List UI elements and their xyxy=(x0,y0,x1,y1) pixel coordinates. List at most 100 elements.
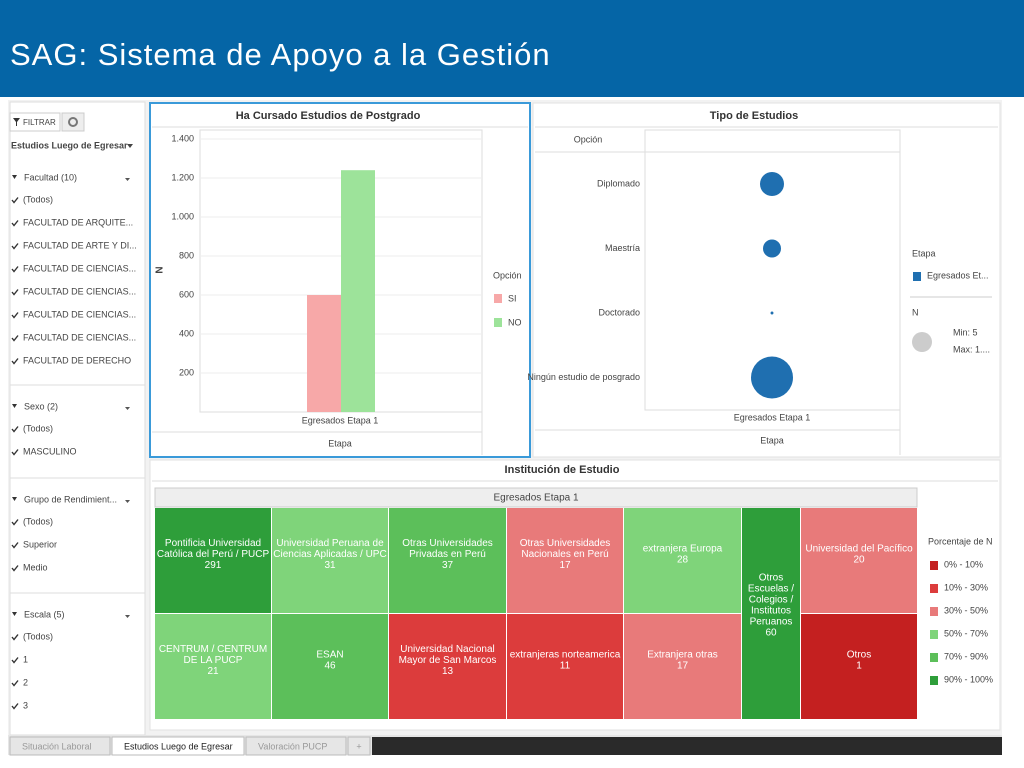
checkbox[interactable] xyxy=(11,634,19,641)
legend-label: 30% - 50% xyxy=(944,605,988,615)
bar[interactable] xyxy=(307,295,341,412)
cell-label: CENTRUM / CENTRUM xyxy=(159,644,267,655)
legend-swatch xyxy=(494,318,502,327)
cell-label: Privadas en Perú xyxy=(409,549,486,560)
tab[interactable] xyxy=(245,736,347,756)
checkbox[interactable] xyxy=(11,449,19,456)
bubble[interactable] xyxy=(751,356,793,399)
bar[interactable] xyxy=(341,170,375,412)
tab[interactable] xyxy=(9,736,111,756)
cell-value: 17 xyxy=(559,560,571,571)
checkbox[interactable] xyxy=(11,680,19,687)
filter-title[interactable]: Grupo de Rendimient... xyxy=(24,494,117,504)
treemap-cell[interactable] xyxy=(742,508,800,719)
treemap-cell[interactable] xyxy=(389,614,506,719)
filter-item[interactable]: FACULTAD DE ARQUITE... xyxy=(23,217,133,227)
treemap-cell[interactable] xyxy=(272,508,388,613)
filter-item[interactable]: 2 xyxy=(23,677,28,687)
row-label: Diplomado xyxy=(597,178,640,188)
dropdown-label[interactable]: Estudios Luego de Egresar xyxy=(11,140,128,150)
filter-item[interactable]: FACULTAD DE DERECHO xyxy=(23,355,131,365)
checkbox[interactable] xyxy=(11,519,19,526)
treemap-cell[interactable] xyxy=(507,614,623,719)
filter-item[interactable]: (Todos) xyxy=(23,631,53,641)
bubble-panel[interactable] xyxy=(532,102,1001,458)
checkbox[interactable] xyxy=(11,312,19,319)
treemap-cell[interactable] xyxy=(272,614,388,719)
tab[interactable] xyxy=(347,736,371,756)
checkbox[interactable] xyxy=(11,542,19,549)
checkbox[interactable] xyxy=(11,243,19,250)
checkbox[interactable] xyxy=(11,565,19,572)
treemap-cell[interactable] xyxy=(507,508,623,613)
treemap-header: Egresados Etapa 1 xyxy=(493,493,578,504)
cell-label: extranjera Europa xyxy=(643,544,723,555)
filter-item[interactable]: FACULTAD DE CIENCIAS... xyxy=(23,286,136,296)
header-title: SAG: Sistema de Apoyo a la Gestión xyxy=(10,37,551,72)
filter-title[interactable]: Escala (5) xyxy=(24,609,65,619)
cell-value: 46 xyxy=(324,661,336,672)
y-tick-label: 600 xyxy=(179,289,194,299)
tab-label[interactable]: Situación Laboral xyxy=(22,741,92,751)
cell-label: Ciencias Aplicadas / UPC xyxy=(273,549,386,560)
checkbox[interactable] xyxy=(11,657,19,664)
bar-title: Ha Cursado Estudios de Postgrado xyxy=(236,110,421,122)
checkbox[interactable] xyxy=(11,426,19,433)
filter-item[interactable]: Superior xyxy=(23,539,57,549)
treemap-cell[interactable] xyxy=(155,508,271,613)
cell-value: 60 xyxy=(765,628,777,639)
collapse-arrow xyxy=(12,612,17,616)
filter-item[interactable]: 1 xyxy=(23,654,28,664)
filter-item[interactable]: FACULTAD DE CIENCIAS... xyxy=(23,309,136,319)
cell-label: Institutos xyxy=(751,606,791,617)
bubble[interactable] xyxy=(759,171,785,197)
tab-label[interactable]: Valoración PUCP xyxy=(258,741,327,751)
bubble[interactable] xyxy=(762,239,782,258)
tab[interactable] xyxy=(111,736,245,756)
cell-value: 17 xyxy=(677,661,689,672)
filter-item[interactable]: FACULTAD DE CIENCIAS... xyxy=(23,332,136,342)
cell-label: Peruanos xyxy=(750,617,793,628)
filter-item[interactable]: (Todos) xyxy=(23,423,53,433)
treemap-cell[interactable] xyxy=(389,508,506,613)
cell-value: 291 xyxy=(205,560,222,571)
settings-tab[interactable] xyxy=(61,112,85,132)
checkbox[interactable] xyxy=(11,197,19,204)
row-header: Opción xyxy=(574,134,603,144)
filter-item[interactable]: FACULTAD DE ARTE Y DI... xyxy=(23,240,137,250)
treemap-cell[interactable] xyxy=(801,508,917,613)
treemap-cell[interactable] xyxy=(801,614,917,719)
filter-title[interactable]: Sexo (2) xyxy=(24,401,58,411)
checkbox[interactable] xyxy=(11,289,19,296)
treemap-header-bg xyxy=(154,487,918,508)
settings-icon xyxy=(68,117,78,127)
filter-item[interactable]: 3 xyxy=(23,700,28,710)
checkbox[interactable] xyxy=(11,358,19,365)
filter-item[interactable]: (Todos) xyxy=(23,194,53,204)
filter-item[interactable]: FACULTAD DE CIENCIAS... xyxy=(23,263,136,273)
checkbox[interactable] xyxy=(11,220,19,227)
legend-swatch xyxy=(930,676,938,685)
filter-tab[interactable] xyxy=(9,112,61,132)
filter-item[interactable]: (Todos) xyxy=(23,516,53,526)
legend-label: 0% - 10% xyxy=(944,559,983,569)
treemap-cell[interactable] xyxy=(624,614,741,719)
bubble[interactable] xyxy=(770,311,774,315)
y-tick-label: 1.400 xyxy=(171,133,194,143)
checkbox[interactable] xyxy=(11,266,19,273)
x-category: Egresados Etapa 1 xyxy=(734,412,811,422)
tab-label[interactable]: + xyxy=(356,741,361,751)
treemap-cell[interactable] xyxy=(624,508,741,613)
filter-item[interactable]: Medio xyxy=(23,562,48,572)
filter-item[interactable]: MASCULINO xyxy=(23,446,77,456)
tab-label[interactable]: Estudios Luego de Egresar xyxy=(124,741,233,751)
sidebar xyxy=(9,101,146,736)
checkbox[interactable] xyxy=(11,335,19,342)
cell-label: Extranjera otras xyxy=(647,650,718,661)
checkbox[interactable] xyxy=(11,703,19,710)
treemap-cell[interactable] xyxy=(155,614,271,719)
legend-label: 70% - 90% xyxy=(944,651,988,661)
row-label: Ningún estudio de posgrado xyxy=(527,372,640,382)
filter-title[interactable]: Facultad (10) xyxy=(24,172,77,182)
filter-tab-label[interactable]: FILTRAR xyxy=(23,118,56,127)
